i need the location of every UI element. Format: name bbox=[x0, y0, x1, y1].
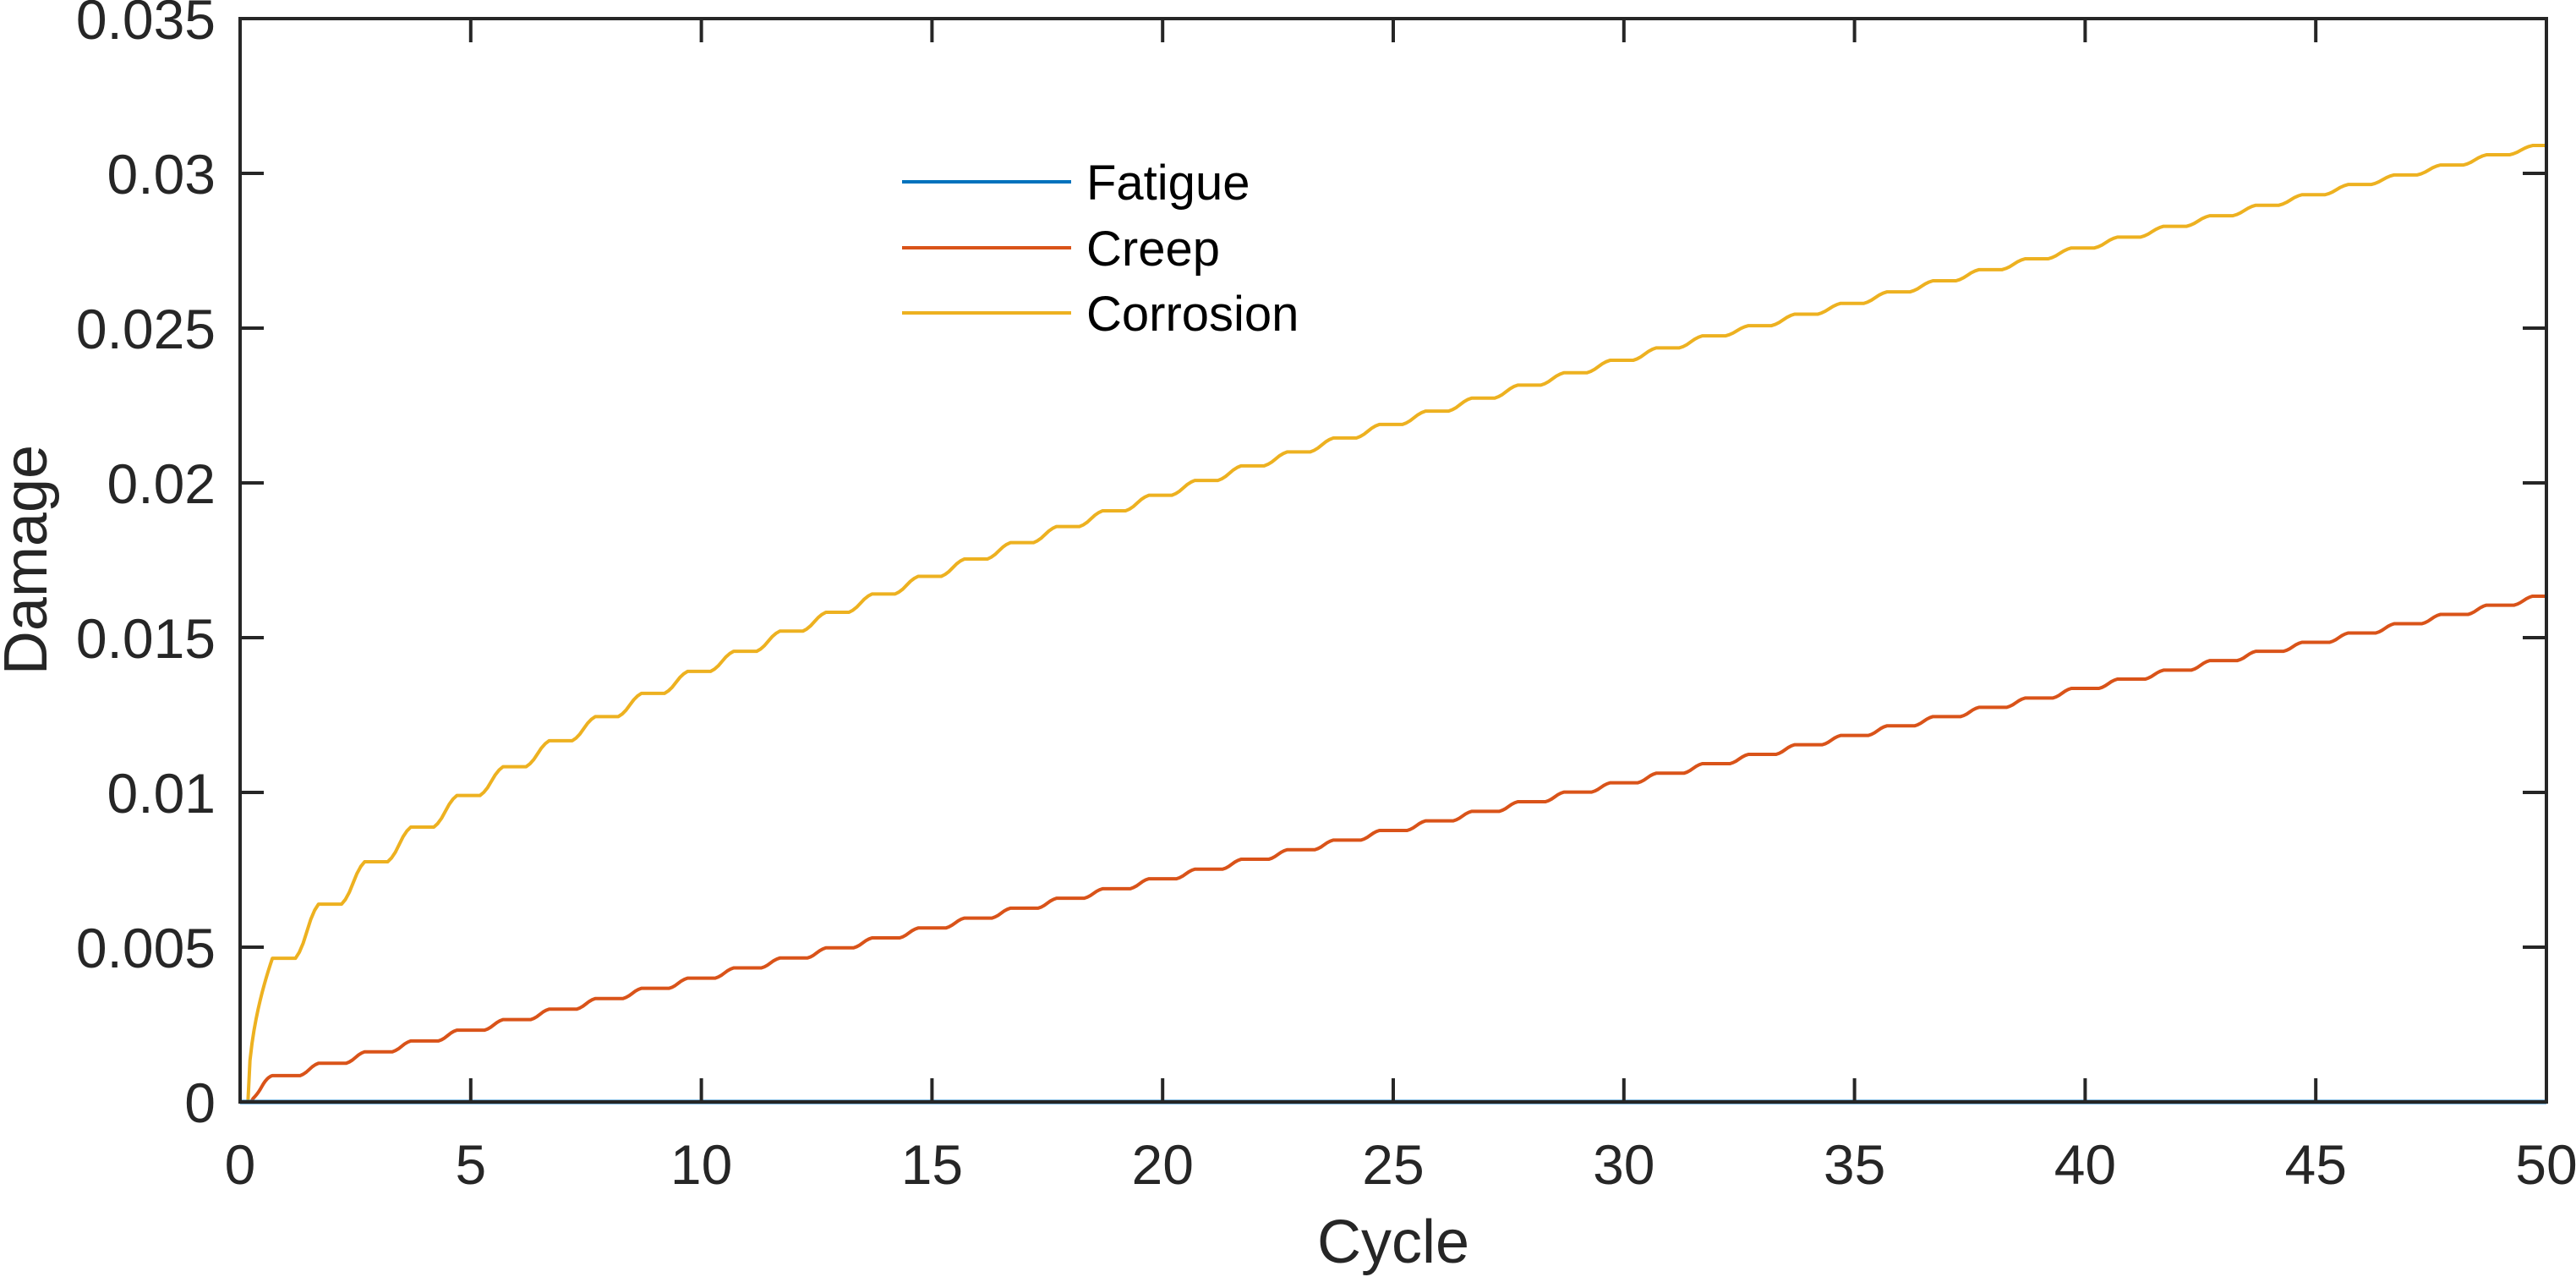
plot-area bbox=[240, 144, 2546, 1104]
axes bbox=[238, 17, 2548, 1104]
x-tick-label: 50 bbox=[2515, 1133, 2576, 1196]
legend-item-fatigue: Fatigue bbox=[902, 156, 1250, 211]
y-tick-labels: 0 0.005 0.01 0.015 0.02 0.025 0.03 0.035 bbox=[76, 0, 216, 1134]
y-tick-label: 0.025 bbox=[76, 298, 216, 360]
y-tick-label: 0.02 bbox=[107, 452, 216, 515]
legend-label-creep: Creep bbox=[1086, 222, 1220, 277]
x-axis-title: Cycle bbox=[1317, 1208, 1469, 1276]
x-tick-label: 10 bbox=[670, 1133, 732, 1196]
legend-label-corrosion: Corrosion bbox=[1086, 287, 1299, 342]
series-corrosion-line bbox=[240, 144, 2546, 1104]
y-tick-label: 0.015 bbox=[76, 607, 216, 670]
y-tick-label: 0.03 bbox=[107, 143, 216, 206]
x-tick-label: 25 bbox=[1362, 1133, 1424, 1196]
y-tick-label: 0.005 bbox=[76, 917, 216, 979]
y-tick-label: 0 bbox=[184, 1071, 216, 1134]
x-tick-label: 20 bbox=[1131, 1133, 1193, 1196]
x-tick-label: 40 bbox=[2054, 1133, 2116, 1196]
legend-item-corrosion: Corrosion bbox=[902, 287, 1299, 342]
y-tick-label: 0.01 bbox=[107, 762, 216, 825]
series-creep-line bbox=[240, 594, 2546, 1104]
y-axis-title: Damage bbox=[0, 445, 60, 675]
axes-box bbox=[238, 17, 2548, 1104]
x-tick-label: 35 bbox=[1824, 1133, 1885, 1196]
legend: Fatigue Creep Corrosion bbox=[902, 156, 1299, 342]
x-tick-label: 45 bbox=[2284, 1133, 2346, 1196]
x-tick-label: 15 bbox=[901, 1133, 963, 1196]
y-tick-label: 0.035 bbox=[76, 0, 216, 51]
legend-item-creep: Creep bbox=[902, 222, 1220, 277]
x-tick-label: 5 bbox=[455, 1133, 486, 1196]
legend-label-fatigue: Fatigue bbox=[1086, 156, 1250, 211]
x-tick-label: 0 bbox=[225, 1133, 256, 1196]
x-tick-label: 30 bbox=[1593, 1133, 1654, 1196]
series-layer bbox=[240, 144, 2546, 1104]
x-tick-labels: 0 5 10 15 20 25 30 35 40 45 50 bbox=[225, 1133, 2576, 1196]
